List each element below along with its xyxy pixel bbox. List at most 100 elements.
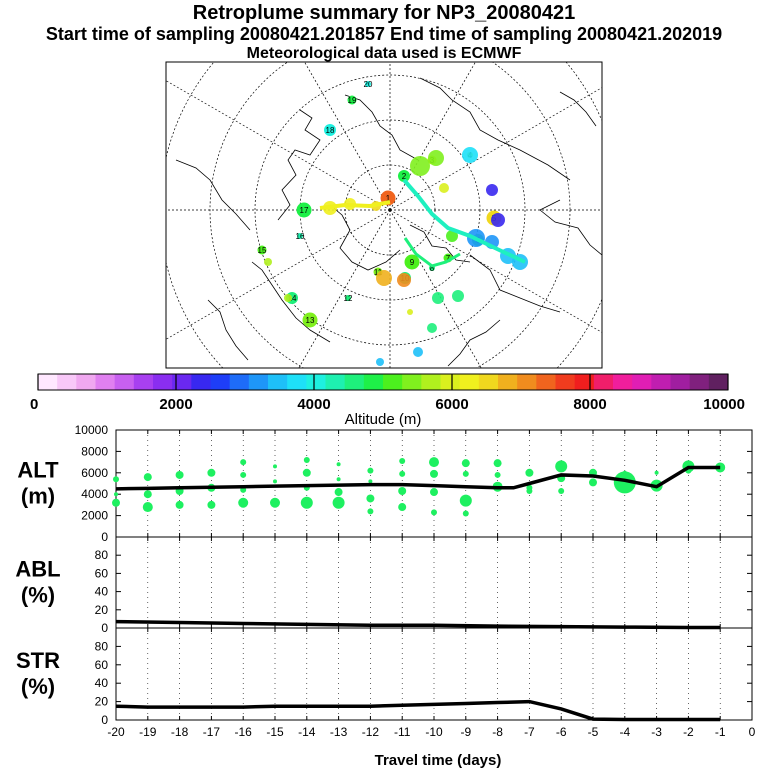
altitude-point [368,479,373,484]
colorbar-cell [459,374,480,390]
plume-marker [446,230,458,242]
altitude-point [526,487,533,494]
altitude-point [462,510,469,517]
plume-day-label: 17 [300,206,309,215]
longitude-line [166,209,391,340]
colorbar-cell [708,374,729,390]
plume-marker [296,202,312,218]
altitude-point [273,479,277,484]
series-line [115,465,721,491]
x-tick-label: -2 [683,725,694,739]
altitude-point [336,477,341,482]
y-tick-label: 6000 [81,466,108,480]
colorbar-cell [478,374,499,390]
altitude-point [555,460,568,473]
altitude-point [430,488,438,497]
x-tick-label: 0 [749,725,756,739]
plume-day-label: 13 [306,316,315,325]
x-tick-label: -5 [588,725,599,739]
plume-path [403,237,461,268]
y-tick-label: 40 [95,585,109,599]
altitude-point [273,464,277,469]
colorbar-cell [325,374,346,390]
x-tick-label: -14 [298,725,316,739]
colorbar-cell [57,374,77,390]
y-axis-label: ABL [15,557,60,582]
altitude-point [459,494,472,507]
colorbar-cell [133,374,154,390]
x-tick-label: -4 [619,725,630,739]
colorbar-cell [593,374,614,390]
plume-marker [427,323,437,333]
plume-marker [365,81,371,87]
plume-marker [410,156,430,176]
colorbar-cell [402,374,422,390]
plume-marker [397,273,411,287]
altitude-point [622,470,627,475]
plume-marker [297,233,303,239]
altitude-point [114,492,118,497]
plume-marker [491,213,505,227]
colorbar-tick-label: 0 [30,396,38,413]
x-tick-label: -11 [394,725,411,739]
altitude-point [142,502,153,513]
altitude-point [334,488,343,497]
x-tick-label: -12 [362,725,380,739]
y-tick-label: 10000 [75,423,109,437]
colorbar-cell [536,374,556,390]
map-frame [165,61,603,369]
plume-marker [413,347,423,357]
colorbar-cell [153,374,173,390]
x-tick-label: -3 [651,725,662,739]
altitude-point [525,468,534,477]
colorbar-cell [555,374,576,390]
colorbar-cell [210,374,231,390]
series-line [115,699,721,722]
colorbar-cell [670,374,691,390]
altitude-point [175,470,184,479]
altitude-point [398,503,407,512]
y-tick-label: 0 [101,530,108,544]
y-axis-unit: (%) [21,674,55,699]
plume-day-label: 7 [446,254,451,263]
altitude-point [431,509,437,516]
plume-marker [284,294,292,302]
colorbar-cell [421,374,441,390]
colorbar-cell [306,374,326,390]
altitude-point [399,458,406,465]
colorbar-cell [268,374,288,390]
y-tick-label: 80 [95,639,109,653]
colorbar-tick-label: 2000 [159,396,192,413]
plume-marker [407,309,413,315]
plume-marker [324,124,336,136]
y-tick-label: 60 [95,658,109,672]
y-tick-label: 0 [101,713,108,727]
colorbar-cell [613,374,633,390]
colorbar-tick-label: 6000 [435,396,468,413]
meteorological-data-line: Meteorological data used is ECMWF [246,45,522,62]
x-tick-label: -18 [171,725,189,739]
altitude-point [429,457,439,468]
colorbar-cell [76,374,96,390]
altitude-point [654,470,659,475]
altitude-point [112,498,120,507]
latitude-circle [254,74,526,346]
longitude-line [304,62,391,211]
altitude-point [613,471,636,494]
altitude-point [207,468,216,477]
plume-marker [432,292,444,304]
plume-day-label: 12 [344,294,353,303]
plume-day-label: 8 [430,264,435,273]
colorbar-cell [689,374,710,390]
plume-marker [257,245,267,255]
plume-marker [345,295,351,301]
y-tick-label: 4000 [81,487,108,501]
colorbar-cell [248,374,269,390]
plume-marker [376,270,392,286]
altitude-point [367,467,374,474]
plume-day-label: 20 [364,80,373,89]
x-tick-label: -17 [203,725,221,739]
colorbar-cell [344,374,365,390]
x-tick-label: -15 [266,725,284,739]
